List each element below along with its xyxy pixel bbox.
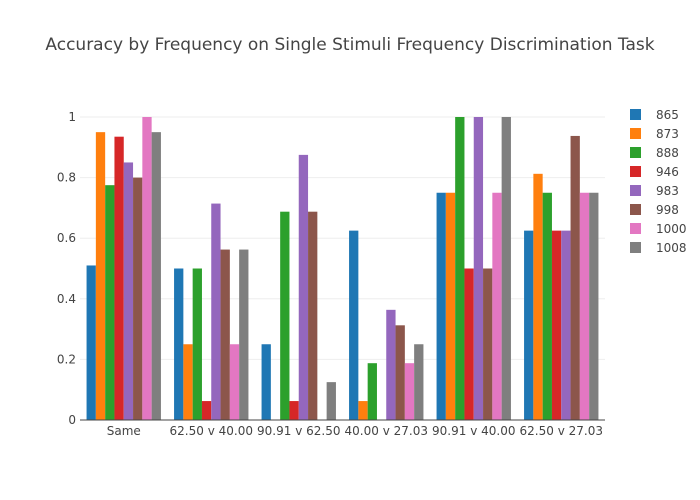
bar-865[interactable]: [524, 230, 534, 421]
bar-865[interactable]: [261, 344, 271, 420]
bar-865[interactable]: [174, 268, 184, 421]
x-tick-label: 90.91 v 40.00: [432, 424, 515, 438]
y-tick-label: 0.4: [57, 292, 76, 306]
bar-873[interactable]: [445, 192, 456, 420]
legend-item[interactable]: 946: [630, 165, 679, 179]
bar-1008[interactable]: [589, 192, 599, 420]
bar-888[interactable]: [455, 117, 465, 420]
bar-998[interactable]: [570, 135, 580, 420]
legend-swatch: [630, 166, 641, 177]
bar-1008[interactable]: [326, 382, 336, 421]
bar-1000[interactable]: [229, 344, 240, 420]
y-tick-label: 0.6: [57, 231, 76, 245]
bar-873[interactable]: [358, 401, 368, 420]
legend-swatch: [630, 128, 641, 139]
bar-983[interactable]: [123, 162, 134, 420]
legend-label: 1000: [656, 222, 687, 236]
bar-983[interactable]: [386, 309, 396, 420]
legend-swatch: [630, 147, 641, 158]
legend-swatch: [630, 204, 641, 215]
y-tick-label: 0.2: [57, 352, 76, 366]
legend-swatch: [630, 109, 641, 120]
x-tick-label: 40.00 v 27.03: [345, 424, 428, 438]
legend-item[interactable]: 1000: [630, 222, 687, 236]
bar-888[interactable]: [367, 363, 377, 420]
legend-swatch: [630, 185, 641, 196]
bar-983[interactable]: [473, 117, 484, 420]
axes: 0 0.2 0.4 0.6 0.8 1 Same 62.50 v 40.00 90.91 v 6…: [57, 110, 605, 438]
legend-item[interactable]: 865: [630, 108, 679, 122]
bar-946[interactable]: [289, 401, 299, 420]
bar-888[interactable]: [105, 185, 115, 420]
bar-888[interactable]: [192, 268, 202, 421]
legend-swatch: [630, 223, 641, 234]
y-tick-label: 0: [68, 413, 76, 427]
legend-label: 946: [656, 165, 679, 179]
bar-998[interactable]: [483, 268, 493, 421]
legend-label: 888: [656, 146, 679, 160]
bar-983[interactable]: [211, 203, 221, 420]
legend-item[interactable]: 983: [630, 184, 679, 198]
bar-1008[interactable]: [239, 249, 249, 420]
bar-983[interactable]: [561, 230, 571, 421]
bar-1000[interactable]: [579, 192, 590, 420]
bar-946[interactable]: [114, 136, 124, 420]
bar-946[interactable]: [464, 268, 474, 421]
bar-1008[interactable]: [501, 117, 511, 420]
legend-label: 998: [656, 203, 679, 217]
bar-888[interactable]: [542, 192, 552, 420]
bar-873[interactable]: [533, 173, 543, 420]
legend-label: 1008: [656, 241, 687, 255]
y-tick-label: 0.8: [57, 171, 76, 185]
bar-998[interactable]: [395, 325, 405, 420]
legend-label: 865: [656, 108, 679, 122]
bar-1000[interactable]: [492, 192, 502, 420]
legend-item[interactable]: 888: [630, 146, 679, 160]
x-tick-label: Same: [107, 424, 141, 438]
bar-998[interactable]: [133, 177, 143, 420]
y-tick-label: 1: [68, 110, 76, 124]
legend: 865 873 888 946 983 998 1000 1008: [630, 108, 687, 255]
x-tick-label: 62.50 v 40.00: [170, 424, 253, 438]
gridlines: [80, 116, 605, 360]
bar-998[interactable]: [220, 249, 230, 420]
x-tick-label: 62.50 v 27.03: [520, 424, 603, 438]
bar-946[interactable]: [551, 230, 562, 421]
bar-873[interactable]: [95, 132, 106, 420]
bar-1008[interactable]: [414, 344, 424, 420]
legend-item[interactable]: 998: [630, 203, 679, 217]
legend-label: 983: [656, 184, 679, 198]
bar-865[interactable]: [349, 230, 359, 421]
bar-983[interactable]: [298, 154, 309, 421]
bar-888[interactable]: [280, 211, 290, 420]
bar-946[interactable]: [201, 401, 212, 420]
bar-865[interactable]: [436, 192, 446, 420]
bar-1000[interactable]: [404, 363, 415, 420]
x-tick-label: 90.91 v 62.50: [257, 424, 340, 438]
legend-label: 873: [656, 127, 679, 141]
bar-1000[interactable]: [142, 117, 152, 420]
legend-item[interactable]: 873: [630, 127, 679, 141]
bar-998[interactable]: [308, 211, 318, 420]
chart-title: Accuracy by Frequency on Single Stimuli …: [45, 35, 654, 55]
bar-865[interactable]: [86, 265, 96, 420]
bar-1008[interactable]: [151, 132, 161, 420]
bar-873[interactable]: [183, 344, 193, 420]
legend-item[interactable]: 1008: [630, 241, 687, 255]
bars: [86, 117, 599, 421]
legend-swatch: [630, 242, 641, 253]
